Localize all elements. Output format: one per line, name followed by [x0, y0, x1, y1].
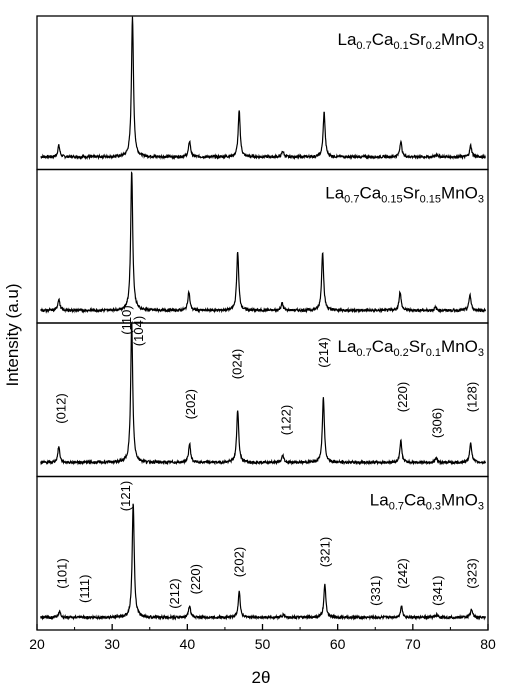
- x-axis-label: 2θ: [252, 668, 271, 687]
- miller-index-label: (202): [232, 547, 247, 577]
- miller-index-label: (212): [167, 578, 182, 608]
- panel-4: La0.7Ca0.3MnO3 (101) (111) (121) (212) (220) (…: [36, 475, 489, 631]
- miller-index-label: (220): [395, 382, 410, 412]
- miller-index-label: (323): [465, 558, 480, 588]
- x-tick-label: 70: [405, 636, 421, 652]
- xrd-pattern-line: [40, 320, 487, 466]
- xrd-pattern-line: [40, 503, 487, 621]
- panel-composition-label: La0.7Ca0.3MnO3: [370, 491, 484, 513]
- x-tick-label: 40: [180, 636, 196, 652]
- miller-index-label: (202): [183, 389, 198, 419]
- panel-composition-label: La0.7Ca0.15Sr0.15MnO3: [325, 184, 484, 206]
- panel-2: La0.7Ca0.15Sr0.15MnO3: [36, 168, 489, 324]
- panels-layer: La0.7Ca0.1Sr0.2MnO3 La0.7Ca0.15Sr0.15MnO3…: [36, 15, 489, 631]
- miller-index-label: (242): [395, 558, 410, 588]
- x-tick-label: 30: [104, 636, 120, 652]
- panel-3: La0.7Ca0.2Sr0.1MnO3 (012) (110)(104) (202) (…: [36, 305, 489, 478]
- miller-index-label: (220): [188, 564, 203, 594]
- miller-index-label: (306): [429, 408, 444, 438]
- miller-index-label: (110): [119, 305, 134, 334]
- miller-index-label: (012): [54, 393, 69, 423]
- x-axis: 20 30 40 50 60 70 80: [29, 624, 496, 652]
- miller-index-label: (024): [229, 349, 244, 379]
- xrd-pattern-line: [40, 171, 487, 314]
- x-tick-label: 20: [29, 636, 45, 652]
- miller-index-label: (128): [465, 382, 480, 412]
- panel-1: La0.7Ca0.1Sr0.2MnO3: [36, 15, 489, 171]
- panel-composition-label: La0.7Ca0.1Sr0.2MnO3: [337, 30, 484, 52]
- miller-index-label: (111): [77, 575, 92, 603]
- miller-index-label: (214): [316, 337, 331, 367]
- miller-index-label: (331): [368, 576, 383, 606]
- miller-index-label: (122): [278, 405, 293, 435]
- miller-index-label: (341): [430, 576, 445, 606]
- y-axis-label: Intensity (a.u): [3, 284, 22, 387]
- miller-index-label: (101): [54, 558, 69, 588]
- miller-index-label: (104): [131, 316, 146, 346]
- x-tick-label: 80: [480, 636, 496, 652]
- x-tick-label: 50: [255, 636, 271, 652]
- miller-index-label: (321): [317, 537, 332, 567]
- panel-composition-label: La0.7Ca0.2Sr0.1MnO3: [337, 337, 484, 359]
- xrd-pattern-line: [40, 16, 486, 161]
- x-tick-label: 60: [330, 636, 346, 652]
- miller-index-label: (121): [118, 481, 133, 511]
